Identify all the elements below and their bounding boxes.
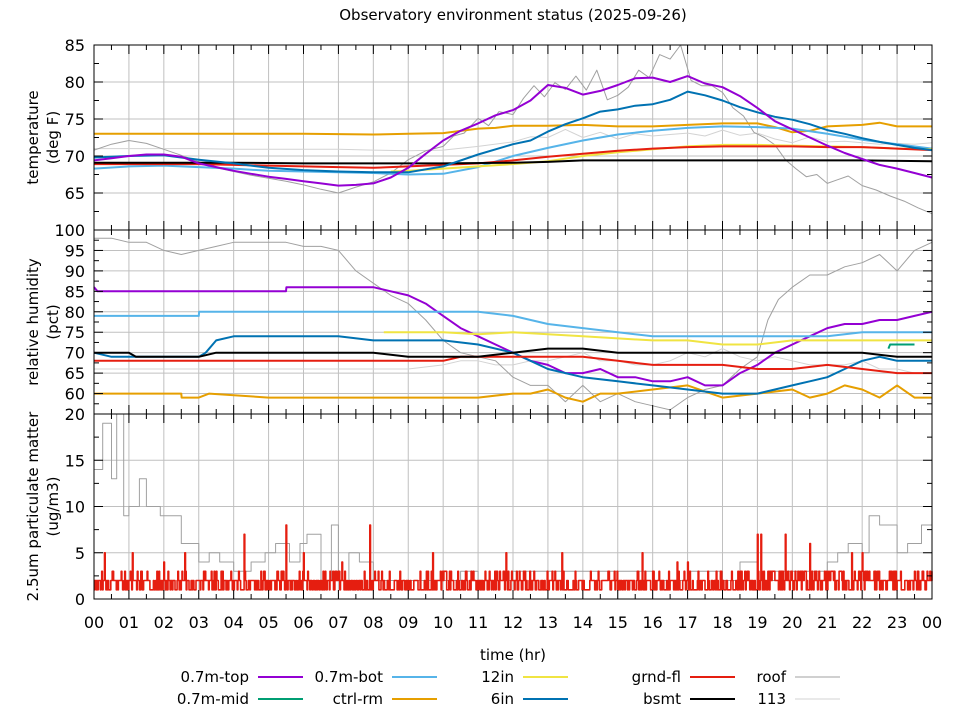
- series-temperature-bsmt: [94, 159, 933, 165]
- x-tick-label: 21: [817, 613, 837, 632]
- series-pm25-roof: [94, 413, 933, 581]
- x-tick-label: 08: [363, 613, 383, 632]
- series-humidity-0.7m-mid: [887, 343, 915, 349]
- series-temperature-roof: [93, 44, 933, 215]
- x-tick-label: 16: [642, 613, 662, 632]
- legend-label: grnd-fl: [632, 668, 681, 686]
- y-axis-label-pm25: 2.5um particulate matter: [24, 411, 42, 601]
- series-humidity-12in: [383, 331, 932, 346]
- x-tick-label: 09: [398, 613, 418, 632]
- legend-item-0.7m-top: 0.7m-top: [181, 668, 303, 686]
- legend-label: 0.7m-top: [181, 668, 249, 686]
- x-tick-label: 18: [712, 613, 732, 632]
- y-tick-label: 85: [65, 36, 85, 55]
- y-tick-label: 60: [65, 385, 85, 404]
- series-humidity-bsmt: [94, 347, 932, 358]
- series-humidity-ctrl-rm: [94, 384, 932, 403]
- x-tick-label: 02: [154, 613, 174, 632]
- x-axis-label: time (hr): [480, 646, 546, 664]
- legend-label: 6in: [491, 690, 514, 708]
- legend-item-ctrl-rm: ctrl-rm: [333, 690, 437, 708]
- y-axis-label-temperature: (deg F): [44, 111, 62, 164]
- legend-label: 113: [757, 690, 786, 708]
- x-tick-label: 14: [573, 613, 593, 632]
- y-tick-label: 75: [65, 323, 85, 342]
- legend-item-0.7m-bot: 0.7m-bot: [315, 668, 437, 686]
- y-axis-label-pm25: (ug/m3): [44, 477, 62, 537]
- legend-label: 12in: [481, 668, 514, 686]
- legend-item-113: 113: [757, 690, 840, 708]
- y-tick-label: 5: [75, 544, 85, 563]
- x-tick-label: 13: [538, 613, 558, 632]
- legend-item-0.7m-mid: 0.7m-mid: [177, 690, 303, 708]
- x-tick-label: 10: [433, 613, 453, 632]
- y-tick-label: 65: [65, 364, 85, 383]
- x-tick-label: 22: [852, 613, 872, 632]
- x-tick-label: 05: [258, 613, 278, 632]
- x-tick-label: 01: [119, 613, 139, 632]
- legend: 0.7m-top 0.7m-mid 0.7m-bot ctrl-rm 12in 6in gr…: [177, 668, 840, 708]
- y-tick-label: 95: [65, 241, 85, 260]
- y-tick-label: 85: [65, 282, 85, 301]
- y-tick-label: 20: [65, 405, 85, 424]
- x-tick-label: 03: [189, 613, 209, 632]
- legend-item-6in: 6in: [491, 690, 568, 708]
- y-axis-label-humidity: (pct): [44, 304, 62, 339]
- legend-item-grnd-fl: grnd-fl: [632, 668, 735, 686]
- x-tick-label: 12: [503, 613, 523, 632]
- y-tick-label: 100: [54, 221, 85, 240]
- x-tick-label: 00: [922, 613, 942, 632]
- series-humidity-roof: [94, 237, 933, 411]
- legend-item-12in: 12in: [481, 668, 568, 686]
- x-tick-label: 20: [782, 613, 802, 632]
- y-tick-label: 75: [65, 110, 85, 129]
- y-axis-label-humidity: relative humidity: [24, 258, 42, 386]
- series-temperature-ctrl-rm: [94, 121, 932, 136]
- x-tick-label: 17: [677, 613, 697, 632]
- y-tick-label: 70: [65, 344, 85, 363]
- series-pm25-grnd-fl: [93, 524, 933, 591]
- legend-item-bsmt: bsmt: [643, 690, 735, 708]
- x-tick-label: 19: [747, 613, 767, 632]
- x-tick-label: 06: [293, 613, 313, 632]
- series-temperature-0.7m-top: [93, 75, 933, 187]
- legend-label: bsmt: [643, 690, 681, 708]
- chart-title: Observatory environment status (2025-09-…: [339, 6, 687, 24]
- y-tick-label: 90: [65, 262, 85, 281]
- legend-label: roof: [757, 668, 787, 686]
- y-tick-label: 80: [65, 303, 85, 322]
- x-tick-label: 11: [468, 613, 488, 632]
- grid-humidity: [94, 230, 932, 414]
- legend-label: ctrl-rm: [333, 690, 383, 708]
- series-temperature-6in: [93, 90, 933, 174]
- y-tick-label: 70: [65, 147, 85, 166]
- y-tick-label: 80: [65, 73, 85, 92]
- legend-item-roof: roof: [757, 668, 840, 686]
- y-tick-label: 65: [65, 184, 85, 203]
- panel-pm25: 0 5 10 15 20 2.5um particulate matter (ug/m3): [24, 405, 933, 609]
- legend-label: 0.7m-mid: [177, 690, 249, 708]
- legend-label: 0.7m-bot: [315, 668, 384, 686]
- series-temperature-113: [94, 128, 933, 152]
- series-temperature-grnd-fl: [94, 145, 933, 169]
- y-tick-label: 15: [65, 451, 85, 470]
- x-tick-label: 23: [887, 613, 907, 632]
- y-tick-label: 0: [75, 590, 85, 609]
- series-humidity-grnd-fl: [94, 355, 932, 375]
- x-tick-label: 04: [223, 613, 243, 632]
- x-tick-label: 00: [84, 613, 104, 632]
- grid-pm25: [94, 414, 932, 599]
- x-tick-label: 15: [608, 613, 628, 632]
- series-humidity-0.7m-bot: [94, 310, 932, 338]
- y-tick-label: 10: [65, 498, 85, 517]
- y-axis-label-temperature: temperature: [24, 90, 42, 184]
- series-humidity-0.7m-top: [93, 286, 933, 387]
- panel-temperature: 65 70 75 80 85 temperature (deg F): [24, 36, 933, 231]
- x-tick-label: 07: [328, 613, 348, 632]
